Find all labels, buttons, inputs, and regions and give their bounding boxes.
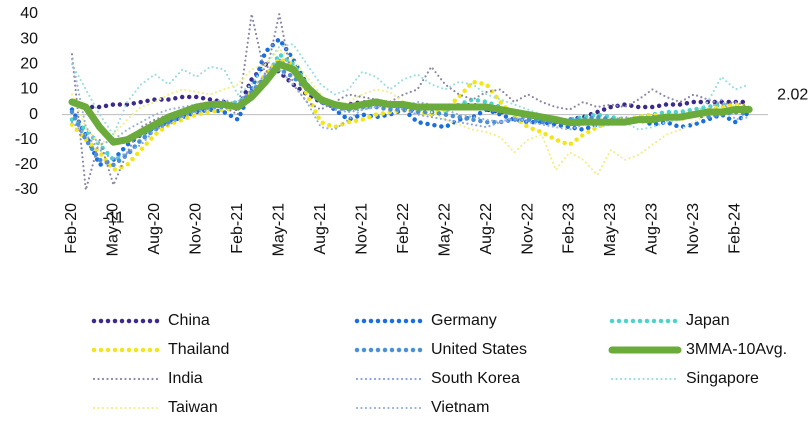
x-tick-label: Aug-23 [644,203,661,255]
x-tick-label: Nov-22 [519,203,536,255]
y-tick-label: 10 [20,81,38,98]
x-tick-label: Feb-23 [561,203,578,254]
y-tick-label: 20 [20,56,38,73]
x-tick-label: Feb-20 [63,203,80,254]
x-tick-label: May-22 [436,203,453,256]
legend-label: 3MMA-10Avg. [686,341,787,358]
series-line [70,58,751,146]
x-tick-label: Nov-21 [353,203,370,255]
y-tick-label: -10 [15,131,38,148]
y-tick-label: 0 [29,106,38,123]
series-line [69,36,752,168]
y-tick-label: 30 [20,30,38,47]
x-tick-label: Aug-21 [312,203,329,255]
series-line [69,67,752,168]
legend-label: Singapore [686,370,759,387]
x-tick-label: Feb-24 [727,203,744,254]
legend-label: South Korea [431,370,520,387]
y-tick-label: -30 [15,181,38,198]
series-line [70,43,751,136]
data-label: 2.02 [777,87,808,104]
y-tick-label: 40 [20,5,38,22]
x-tick-label: May-20 [105,203,122,256]
x-tick-label: May-21 [271,203,288,256]
series-line [68,60,753,146]
legend-label: China [168,312,210,329]
series-line [69,62,752,125]
x-tick-label: Aug-22 [478,203,495,255]
legend-label: Germany [431,312,497,329]
legend-label: Vietnam [431,399,489,416]
legend-label: Japan [686,312,730,329]
series-line [70,58,751,161]
x-tick-label: Aug-20 [146,203,163,255]
data-label: -11 [102,209,124,226]
legend-label: United States [431,341,527,358]
legend-label: Taiwan [168,399,218,416]
x-tick-label: Nov-20 [188,203,205,255]
series-line [70,12,751,192]
legend-label: Thailand [168,341,229,358]
x-tick-label: Feb-22 [395,203,412,254]
x-tick-label: Feb-21 [229,203,246,254]
x-tick-label: May-23 [602,203,619,256]
x-tick-label: Nov-23 [685,203,702,255]
legend-label: India [168,370,203,387]
y-tick-label: -20 [15,156,38,173]
